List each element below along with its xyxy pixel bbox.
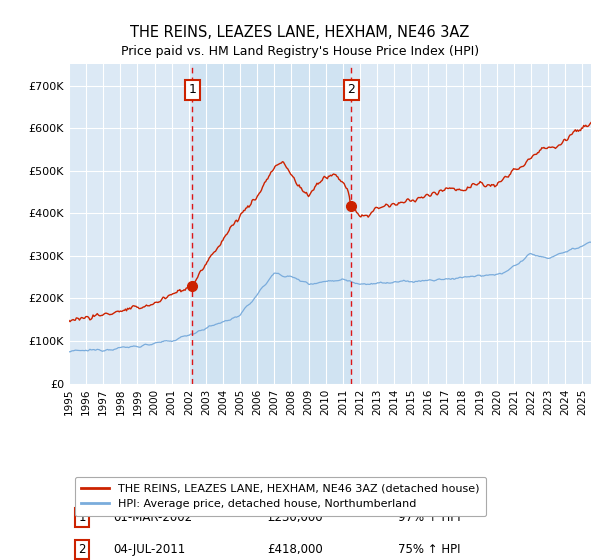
Bar [192,64,352,384]
Text: 01-MAR-2002: 01-MAR-2002 [113,511,193,524]
Text: 1: 1 [78,511,86,524]
Text: 2: 2 [78,543,86,556]
Text: Price paid vs. HM Land Registry's House Price Index (HPI): Price paid vs. HM Land Registry's House … [121,45,479,58]
Text: 75% ↑ HPI: 75% ↑ HPI [398,543,460,556]
Text: £418,000: £418,000 [268,543,323,556]
Text: 97% ↑ HPI: 97% ↑ HPI [398,511,460,524]
Text: £230,000: £230,000 [268,511,323,524]
Legend: THE REINS, LEAZES LANE, HEXHAM, NE46 3AZ (detached house), HPI: Average price, d: THE REINS, LEAZES LANE, HEXHAM, NE46 3AZ… [74,477,486,516]
Text: THE REINS, LEAZES LANE, HEXHAM, NE46 3AZ: THE REINS, LEAZES LANE, HEXHAM, NE46 3AZ [130,25,470,40]
Text: 2: 2 [347,83,355,96]
Text: 1: 1 [188,83,196,96]
Text: 04-JUL-2011: 04-JUL-2011 [113,543,185,556]
